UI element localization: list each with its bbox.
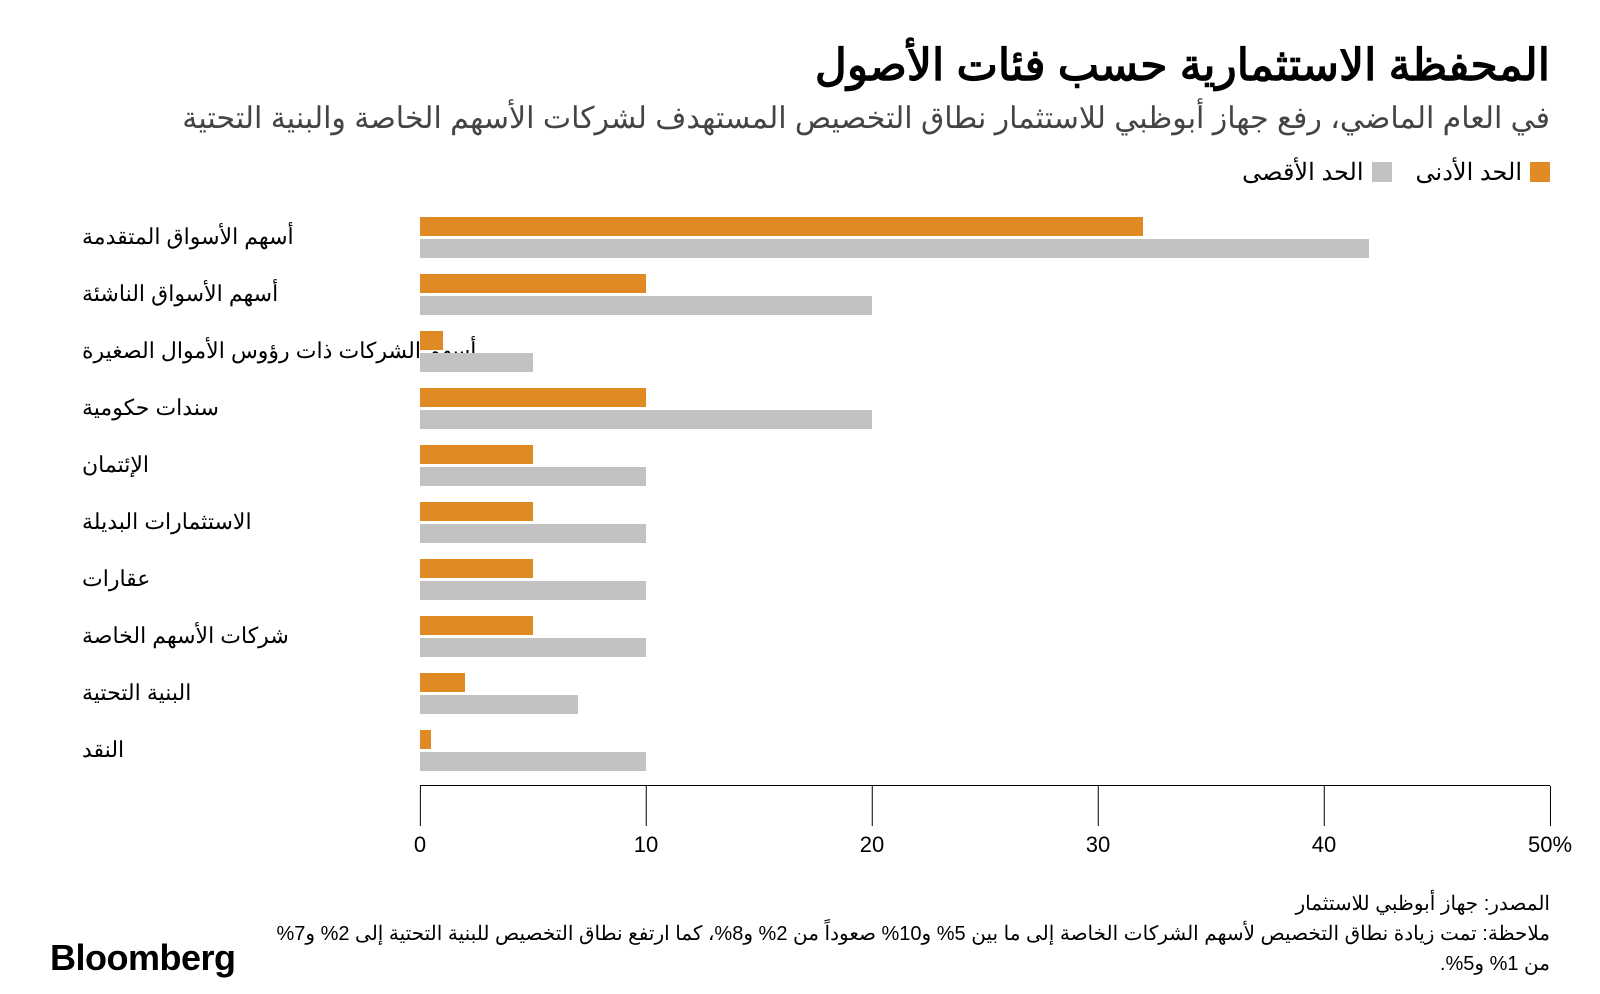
bar-row (420, 209, 1550, 266)
bar-row (420, 437, 1550, 494)
tick-line (872, 786, 873, 826)
x-axis-tick: 10 (634, 786, 658, 858)
bars-container (420, 209, 1550, 779)
bar-max (420, 296, 872, 315)
bar-min (420, 673, 465, 692)
bar-max (420, 353, 533, 372)
y-axis-label: سندات حكومية (70, 380, 420, 437)
x-axis-tick: 50% (1528, 786, 1572, 858)
bar-min (420, 445, 533, 464)
x-axis-tick: 20 (860, 786, 884, 858)
y-axis-label: عقارات (70, 551, 420, 608)
y-axis-label: البنية التحتية (70, 665, 420, 722)
bar-max (420, 638, 646, 657)
y-axis-label: أسهم الأسواق الناشئة (70, 266, 420, 323)
x-axis-tick: 0 (414, 786, 426, 858)
bar-row (420, 380, 1550, 437)
y-axis-label: أسهم الأسواق المتقدمة (70, 209, 420, 266)
y-axis-labels: أسهم الأسواق المتقدمةأسهم الأسواق الناشئ… (50, 209, 420, 865)
legend-swatch-max (1372, 162, 1392, 182)
source-text: المصدر: جهاز أبوظبي للاستثمار (276, 889, 1550, 919)
bar-row (420, 665, 1550, 722)
bar-max (420, 410, 872, 429)
bar-row (420, 266, 1550, 323)
footer-notes: المصدر: جهاز أبوظبي للاستثمار ملاحظة: تم… (276, 889, 1550, 979)
tick-label: 0 (414, 832, 426, 858)
brand-logo: Bloomberg (50, 937, 236, 979)
legend-label-min: الحد الأدنى (1416, 158, 1522, 187)
tick-line (1324, 786, 1325, 826)
chart-title: المحفظة الاستثمارية حسب فئات الأصول (50, 40, 1550, 91)
tick-line (420, 786, 421, 826)
y-axis-label: أسهم الشركات ذات رؤوس الأموال الصغيرة (70, 323, 420, 380)
bar-min (420, 616, 533, 635)
tick-label: 10 (634, 832, 658, 858)
bar-min (420, 730, 431, 749)
tick-label: 50% (1528, 832, 1572, 858)
y-axis-label: الاستثمارات البديلة (70, 494, 420, 551)
tick-line (646, 786, 647, 826)
tick-line (1550, 786, 1551, 826)
bar-row (420, 608, 1550, 665)
tick-label: 20 (860, 832, 884, 858)
y-axis-label: النقد (70, 722, 420, 779)
legend-swatch-min (1530, 162, 1550, 182)
legend-item-min: الحد الأدنى (1416, 158, 1550, 187)
bar-row (420, 494, 1550, 551)
tick-label: 30 (1086, 832, 1110, 858)
x-axis: 01020304050% (420, 785, 1550, 865)
bar-max (420, 581, 646, 600)
bar-max (420, 239, 1369, 258)
x-axis-tick: 40 (1312, 786, 1336, 858)
tick-line (1098, 786, 1099, 826)
x-axis-tick: 30 (1086, 786, 1110, 858)
bar-max (420, 695, 578, 714)
bar-max (420, 524, 646, 543)
chart-subtitle: في العام الماضي، رفع جهاز أبوظبي للاستثم… (50, 99, 1550, 140)
bar-min (420, 388, 646, 407)
legend: الحد الأدنى الحد الأقصى (50, 158, 1550, 187)
bar-min (420, 331, 443, 350)
bar-min (420, 502, 533, 521)
bar-row (420, 323, 1550, 380)
footer: المصدر: جهاز أبوظبي للاستثمار ملاحظة: تم… (50, 889, 1550, 979)
plot-area: 01020304050% (420, 209, 1550, 865)
bar-max (420, 752, 646, 771)
y-axis-label: الإئتمان (70, 437, 420, 494)
bar-max (420, 467, 646, 486)
bar-min (420, 217, 1143, 236)
bar-row (420, 722, 1550, 779)
y-axis-label: شركات الأسهم الخاصة (70, 608, 420, 665)
bar-row (420, 551, 1550, 608)
legend-label-max: الحد الأقصى (1242, 158, 1363, 187)
tick-label: 40 (1312, 832, 1336, 858)
bar-min (420, 559, 533, 578)
chart: أسهم الأسواق المتقدمةأسهم الأسواق الناشئ… (50, 209, 1550, 865)
note-text: ملاحظة: تمت زيادة نطاق التخصيص لأسهم الش… (276, 919, 1550, 979)
legend-item-max: الحد الأقصى (1242, 158, 1391, 187)
bar-min (420, 274, 646, 293)
